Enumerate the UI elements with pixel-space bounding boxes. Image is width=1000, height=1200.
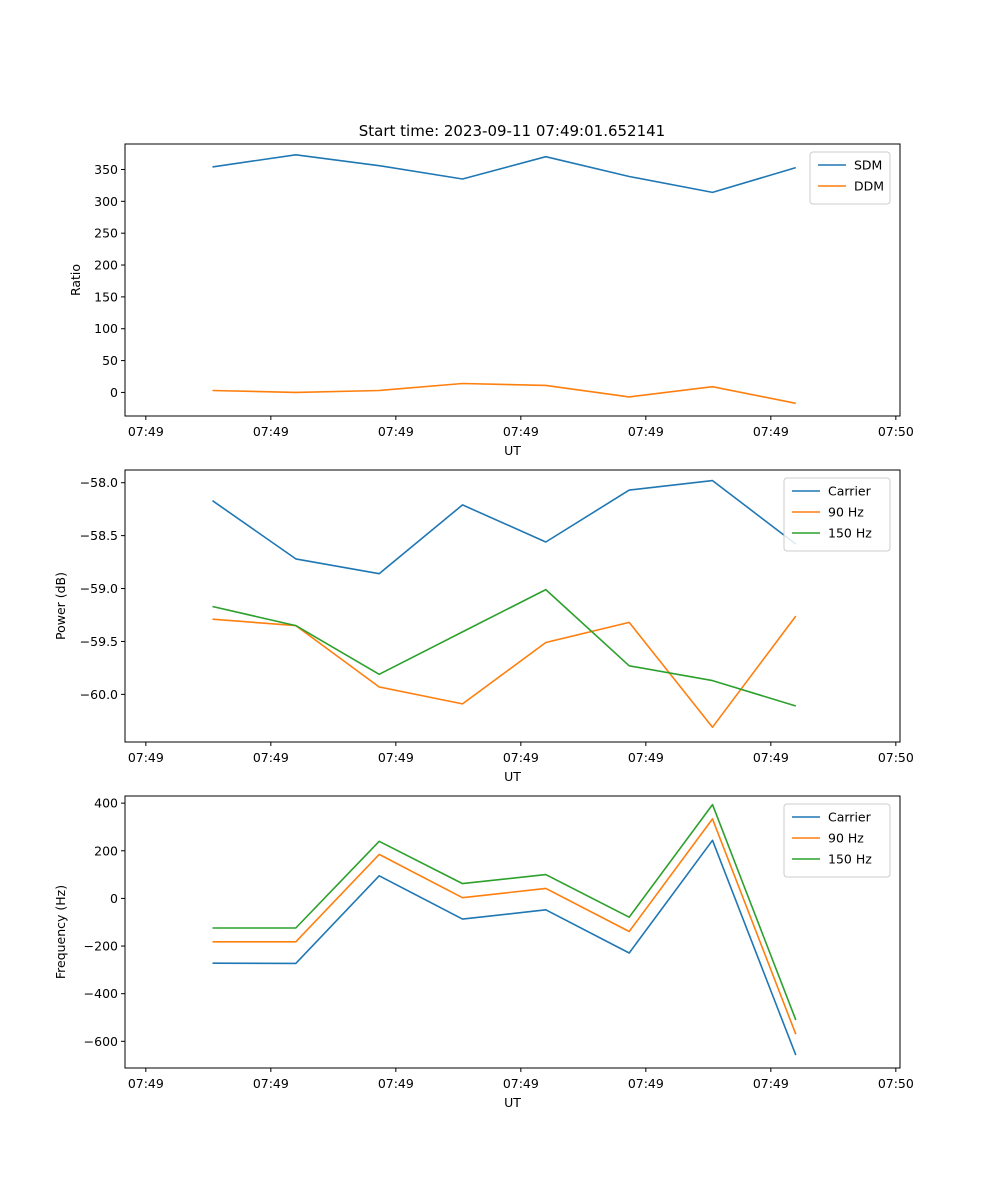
ratio-y-tick-label: 200	[94, 258, 118, 273]
power-series-150-hz-line	[212, 588, 797, 707]
frequency-y-tick-label: 400	[94, 796, 118, 811]
power-x-tick-label: 07:49	[503, 750, 539, 765]
chart-title: Start time: 2023-09-11 07:49:01.652141	[359, 122, 665, 140]
power-y-tick-label: −58.5	[80, 528, 118, 543]
frequency-x-tick-label: 07:49	[128, 1076, 164, 1091]
power-plot-frame	[124, 469, 901, 743]
frequency-legend-label-90-hz: 90 Hz	[828, 831, 864, 846]
ratio-y-tick-label: 350	[94, 162, 118, 177]
frequency-y-tick-label: −400	[84, 986, 118, 1001]
ratio-x-tick-label: 07:49	[753, 424, 789, 439]
power-x-axis-label: UT	[504, 769, 521, 784]
ratio-y-tick-label: 50	[102, 353, 118, 368]
power-legend-label-carrier: Carrier	[828, 484, 872, 499]
frequency-y-tick-label: 200	[94, 843, 118, 858]
power-x-tick-label: 07:50	[878, 750, 914, 765]
power-series-carrier-line	[212, 479, 797, 575]
frequency-series-150-hz-line	[212, 803, 797, 1021]
ratio-x-tick-label: 07:50	[878, 424, 914, 439]
ratio-y-tick-label: 150	[94, 289, 118, 304]
frequency-series-90-hz-line	[212, 818, 797, 1035]
frequency-plot-frame	[124, 795, 901, 1069]
power-series-90-hz-line	[212, 615, 797, 729]
ratio-legend-label-sdm: SDM	[854, 158, 882, 173]
power-y-tick-label: −60.0	[80, 687, 118, 702]
frequency-y-tick-label: 0	[110, 891, 118, 906]
frequency-x-tick-label: 07:49	[253, 1076, 289, 1091]
power-panel: −60.0 −59.5 −59.0 −58.5 −58.0 07:49 07:49 07:49…	[53, 469, 914, 784]
ratio-y-axis-label: Ratio	[68, 264, 83, 296]
frequency-x-tick-label: 07:49	[628, 1076, 664, 1091]
ratio-plot-frame	[124, 143, 901, 417]
ratio-x-tick-label: 07:49	[128, 424, 164, 439]
frequency-series-carrier-line	[212, 839, 797, 1056]
power-x-tick-label: 07:49	[628, 750, 664, 765]
power-legend-label-150-hz: 150 Hz	[828, 526, 872, 541]
frequency-x-axis-label: UT	[504, 1095, 521, 1110]
power-x-tick-label: 07:49	[378, 750, 414, 765]
power-y-tick-label: −58.0	[80, 475, 118, 490]
frequency-legend-label-150-hz: 150 Hz	[828, 852, 872, 867]
ratio-y-tick-label: 0	[110, 385, 118, 400]
ratio-x-tick-label: 07:49	[628, 424, 664, 439]
power-y-axis-label: Power (dB)	[53, 572, 68, 640]
power-x-tick-label: 07:49	[128, 750, 164, 765]
frequency-x-tick-label: 07:49	[753, 1076, 789, 1091]
ratio-x-tick-label: 07:49	[253, 424, 289, 439]
ratio-y-tick-label: 300	[94, 194, 118, 209]
ratio-x-tick-label: 07:49	[378, 424, 414, 439]
frequency-x-tick-label: 07:49	[503, 1076, 539, 1091]
frequency-x-tick-label: 07:49	[378, 1076, 414, 1091]
power-legend: Carrier 90 Hz 150 Hz	[783, 477, 891, 552]
frequency-x-tick-label: 07:50	[878, 1076, 914, 1091]
ratio-x-tick-label: 07:49	[503, 424, 539, 439]
power-y-tick-label: −59.5	[80, 634, 118, 649]
frequency-y-tick-label: −200	[84, 939, 118, 954]
ratio-x-axis-label: UT	[504, 443, 521, 458]
frequency-y-tick-label: −600	[84, 1034, 118, 1049]
frequency-legend-label-carrier: Carrier	[828, 810, 872, 825]
ratio-legend-label-ddm: DDM	[854, 179, 884, 194]
power-x-tick-label: 07:49	[753, 750, 789, 765]
frequency-y-axis-label: Frequency (Hz)	[53, 885, 68, 979]
power-y-tick-label: −59.0	[80, 581, 118, 596]
frequency-panel: −600 −400 −200 0 200 400 07:49 07:49 07:49 07:49 0…	[53, 795, 914, 1110]
ratio-series-ddm-line	[212, 382, 796, 405]
ratio-legend: SDM DDM	[809, 151, 891, 205]
power-legend-label-90-hz: 90 Hz	[828, 505, 864, 520]
ratio-series-sdm-line	[212, 154, 797, 194]
ratio-panel: 0 50 100 150 200 250 300 350 07:49 07:49 07:49 07:4…	[68, 143, 914, 458]
ratio-y-tick-label: 250	[94, 226, 118, 241]
frequency-legend: Carrier 90 Hz 150 Hz	[783, 803, 891, 878]
ratio-y-tick-label: 100	[94, 321, 118, 336]
power-x-tick-label: 07:49	[253, 750, 289, 765]
